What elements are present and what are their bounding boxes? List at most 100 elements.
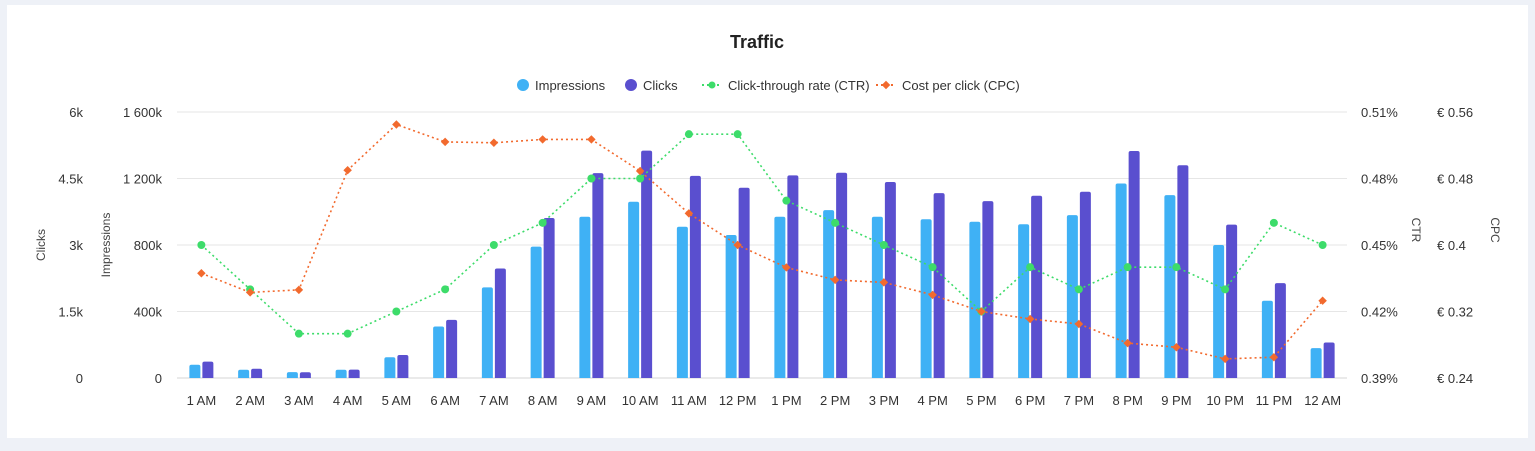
ctr-point xyxy=(1074,285,1083,294)
x-tick-label: 1 PM xyxy=(771,393,801,408)
impressions-bar xyxy=(579,216,591,378)
ctr-tick-4: 0.51% xyxy=(1361,105,1398,120)
x-tick-label: 2 PM xyxy=(820,393,850,408)
x-tick-label: 7 PM xyxy=(1064,393,1094,408)
impressions-bar xyxy=(238,369,250,378)
impressions-bar xyxy=(1066,215,1078,378)
cpc-point xyxy=(1318,296,1327,305)
clicks-tick-3: 4.5k xyxy=(58,172,83,187)
x-tick-label: 6 AM xyxy=(430,393,460,408)
ctr-axis-label: CTR xyxy=(1409,218,1423,243)
cpc-point xyxy=(197,269,206,278)
x-tick-label: 10 AM xyxy=(622,393,659,408)
impressions-tick-2: 800k xyxy=(134,238,163,253)
cpc-point xyxy=(538,135,547,144)
clicks-tick-1: 1.5k xyxy=(58,305,83,320)
ctr-tick-1: 0.42% xyxy=(1361,305,1398,320)
x-tick-label: 8 PM xyxy=(1112,393,1142,408)
chart-card: Traffic Impressions Clicks Click-through ra… xyxy=(7,5,1528,438)
impressions-bar xyxy=(969,221,981,378)
cpc-point xyxy=(343,165,352,175)
legend-marker-0 xyxy=(517,79,529,91)
legend-label-2: Click-through rate (CTR) xyxy=(728,78,870,93)
cpc-tick-0: € 0.24 xyxy=(1437,371,1473,386)
ctr-point xyxy=(782,196,791,205)
impressions-bar xyxy=(1261,300,1273,378)
legend-label-0: Impressions xyxy=(535,78,606,93)
ctr-line xyxy=(200,133,1323,335)
cpc-point xyxy=(1025,314,1035,324)
cpc-point xyxy=(1074,319,1084,329)
cpc-line xyxy=(201,123,1324,360)
ctr-point xyxy=(684,130,693,139)
cpc-point xyxy=(830,275,840,285)
cpc-point xyxy=(1269,352,1279,362)
x-tick-label: 6 PM xyxy=(1015,393,1045,408)
x-tick-label: 11 AM xyxy=(671,393,707,408)
impressions-bar xyxy=(433,326,445,378)
clicks-bar xyxy=(1031,195,1043,378)
clicks-bar xyxy=(738,187,750,378)
x-tick-label: 12 PM xyxy=(719,393,757,408)
traffic-chart: Traffic Impressions Clicks Click-through ra… xyxy=(34,32,1502,408)
cpc-point xyxy=(977,307,986,316)
clicks-bar xyxy=(202,361,214,378)
legend-label-3: Cost per click (CPC) xyxy=(902,78,1020,93)
x-tick-label: 11 PM xyxy=(1256,393,1293,408)
impressions-bar xyxy=(725,235,737,378)
cpc-point xyxy=(294,285,304,295)
cpc-tick-3: € 0.48 xyxy=(1437,172,1473,187)
clicks-tick-4: 6k xyxy=(69,105,83,120)
ctr-point xyxy=(879,241,888,249)
legend-marker-2 xyxy=(708,81,716,89)
ctr-point xyxy=(343,329,352,338)
clicks-axis-label: Clicks xyxy=(34,229,48,261)
impressions-bar xyxy=(1164,195,1176,378)
x-tick-label: 5 AM xyxy=(382,393,412,408)
impressions-bar xyxy=(676,226,688,378)
impressions-bar xyxy=(1213,245,1225,378)
cpc-point xyxy=(1123,338,1132,348)
ctr-tick-0: 0.39% xyxy=(1361,371,1398,386)
x-tick-label: 2 AM xyxy=(235,393,265,408)
ctr-point xyxy=(1221,285,1230,294)
clicks-bar xyxy=(251,368,263,378)
cpc-tick-2: € 0.4 xyxy=(1437,238,1466,253)
impressions-bar xyxy=(1018,224,1030,378)
ctr-point xyxy=(636,174,645,183)
clicks-bar xyxy=(787,175,799,378)
clicks-bar xyxy=(1177,165,1189,378)
clicks-bar xyxy=(884,182,896,378)
x-tick-label: 7 AM xyxy=(479,393,509,408)
cpc-point xyxy=(879,278,889,287)
ctr-point xyxy=(587,174,596,183)
clicks-bar xyxy=(641,150,653,378)
impressions-bar xyxy=(481,287,493,378)
x-tick-label: 12 AM xyxy=(1304,393,1341,408)
x-tick-label: 9 AM xyxy=(577,393,607,408)
clicks-bar xyxy=(543,217,555,378)
clicks-bar xyxy=(446,319,458,378)
legend-marker-1 xyxy=(625,79,637,91)
x-tick-label: 1 AM xyxy=(187,393,217,408)
cpc-point xyxy=(440,137,450,147)
clicks-bar xyxy=(299,372,311,378)
cpc-point xyxy=(245,288,255,297)
impressions-bar xyxy=(871,216,883,378)
x-tick-label: 10 PM xyxy=(1206,393,1244,408)
clicks-bar xyxy=(592,173,604,378)
impressions-tick-4: 1 600k xyxy=(123,105,163,120)
cpc-tick-4: € 0.56 xyxy=(1437,105,1473,120)
impressions-tick-3: 1 200k xyxy=(123,172,163,187)
impressions-bar xyxy=(628,201,640,378)
x-tick-label: 4 PM xyxy=(917,393,947,408)
ctr-point xyxy=(441,285,450,294)
impressions-tick-1: 400k xyxy=(134,305,163,320)
impressions-bar xyxy=(530,246,542,378)
impressions-bar xyxy=(189,364,201,378)
impressions-bar xyxy=(774,216,786,378)
impressions-bar xyxy=(286,372,298,378)
x-tick-label: 3 PM xyxy=(869,393,899,408)
ctr-point xyxy=(1026,263,1035,272)
ctr-tick-2: 0.45% xyxy=(1361,238,1398,253)
